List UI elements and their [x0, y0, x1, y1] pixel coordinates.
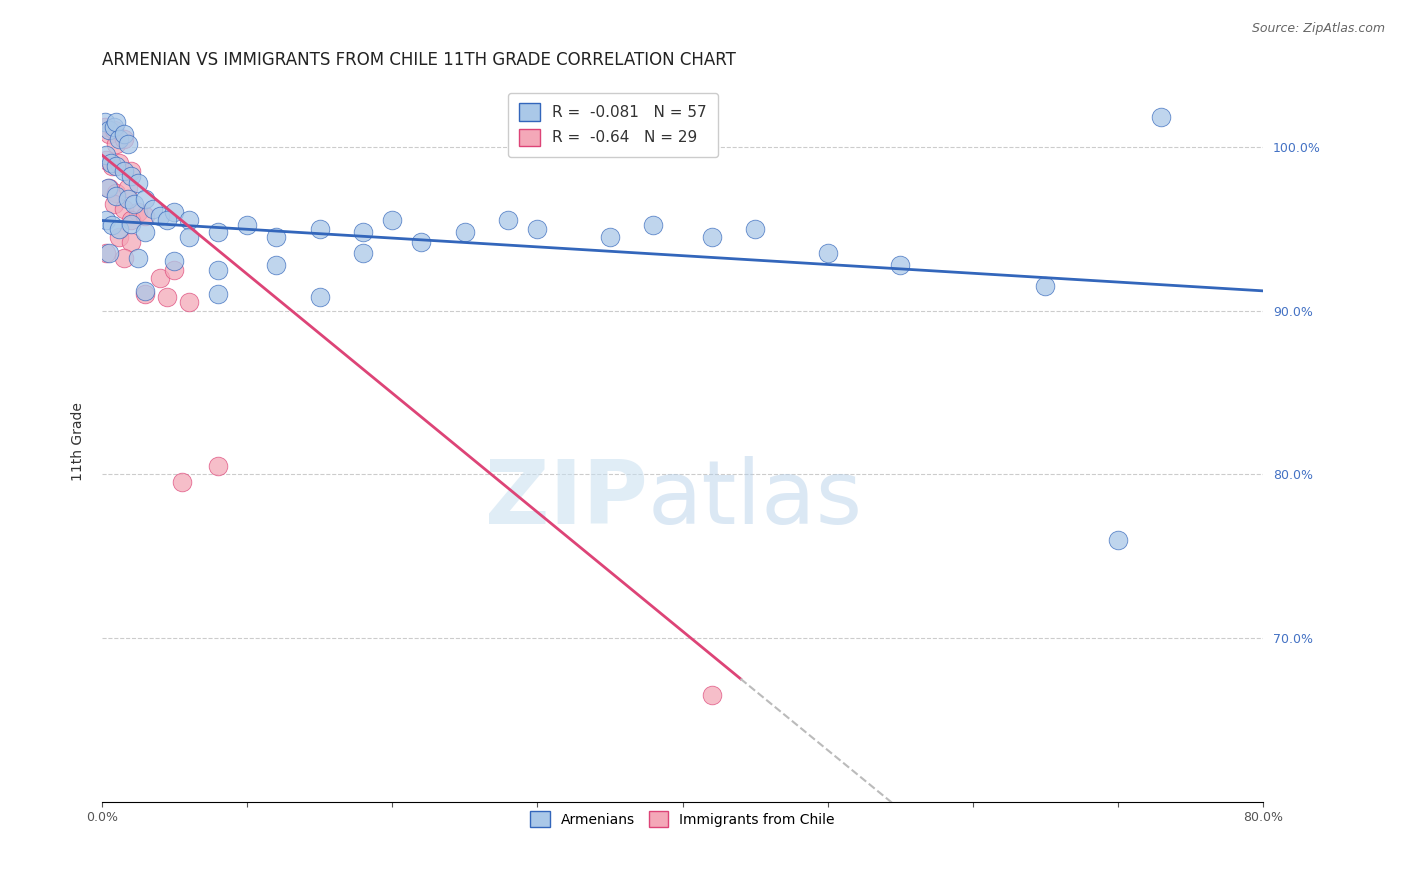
Point: [105, 186, 128, 200]
Text: atlas: atlas: [648, 456, 863, 542]
Point: [700, 230, 723, 244]
Point: [94, 115, 117, 129]
Point: [112, 251, 135, 265]
Point: [149, 270, 172, 285]
Text: Source: ZipAtlas.com: Source: ZipAtlas.com: [1251, 22, 1385, 36]
Point: [112, 202, 135, 216]
Point: [411, 235, 433, 249]
Point: [103, 197, 125, 211]
Point: [112, 131, 135, 145]
Point: [498, 213, 520, 227]
Point: [163, 205, 186, 219]
Text: ARMENIAN VS IMMIGRANTS FROM CHILE 11TH GRADE CORRELATION CHART: ARMENIAN VS IMMIGRANTS FROM CHILE 11TH G…: [101, 51, 735, 69]
Point: [170, 475, 193, 490]
Text: ZIP: ZIP: [485, 456, 648, 542]
Point: [100, 156, 122, 170]
Point: [96, 153, 118, 167]
Point: [101, 219, 124, 233]
Point: [156, 290, 179, 304]
Point: [105, 115, 128, 129]
Point: [98, 123, 121, 137]
Point: [120, 169, 142, 184]
Point: [264, 258, 287, 272]
Point: [134, 192, 156, 206]
Point: [98, 246, 121, 260]
Point: [98, 180, 121, 194]
Point: [308, 221, 330, 235]
Point: [105, 136, 128, 151]
Point: [142, 202, 165, 216]
Point: [108, 230, 131, 244]
Point: [96, 213, 118, 227]
Point: [163, 262, 186, 277]
Point: [526, 221, 548, 235]
Point: [134, 284, 156, 298]
Point: [120, 217, 142, 231]
Point: [108, 131, 131, 145]
Point: [127, 251, 149, 265]
Point: [156, 213, 179, 227]
Point: [117, 136, 139, 151]
Point: [177, 230, 200, 244]
Point: [122, 197, 145, 211]
Point: [134, 209, 156, 223]
Point: [700, 688, 723, 702]
Point: [817, 246, 839, 260]
Point: [1035, 279, 1057, 293]
Point: [134, 225, 156, 239]
Point: [308, 290, 330, 304]
Point: [177, 213, 200, 227]
Point: [94, 120, 117, 135]
Point: [599, 230, 621, 244]
Point: [454, 225, 477, 239]
Point: [112, 164, 135, 178]
Point: [889, 258, 911, 272]
Point: [101, 160, 124, 174]
Point: [96, 246, 118, 260]
Point: [207, 225, 229, 239]
Point: [103, 123, 125, 137]
Point: [381, 213, 404, 227]
Point: [127, 176, 149, 190]
Point: [120, 164, 142, 178]
Point: [117, 192, 139, 206]
Legend: Armenians, Immigrants from Chile: Armenians, Immigrants from Chile: [523, 805, 842, 834]
Point: [120, 213, 142, 227]
Point: [96, 148, 118, 162]
Point: [207, 458, 229, 473]
Point: [120, 235, 142, 249]
Point: [744, 221, 766, 235]
Point: [127, 205, 149, 219]
Point: [352, 246, 374, 260]
Point: [1150, 111, 1173, 125]
Point: [108, 156, 131, 170]
Point: [207, 287, 229, 301]
Point: [1107, 533, 1129, 547]
Point: [117, 180, 139, 194]
Point: [236, 219, 259, 233]
Point: [112, 127, 135, 141]
Point: [207, 262, 229, 277]
Point: [643, 219, 665, 233]
Point: [98, 127, 121, 141]
Point: [105, 160, 128, 174]
Point: [149, 209, 172, 223]
Point: [264, 230, 287, 244]
Point: [105, 189, 128, 203]
Y-axis label: 11th Grade: 11th Grade: [72, 402, 86, 481]
Point: [103, 120, 125, 135]
Point: [108, 221, 131, 235]
Point: [97, 180, 120, 194]
Point: [177, 295, 200, 310]
Point: [163, 254, 186, 268]
Point: [134, 287, 156, 301]
Point: [352, 225, 374, 239]
